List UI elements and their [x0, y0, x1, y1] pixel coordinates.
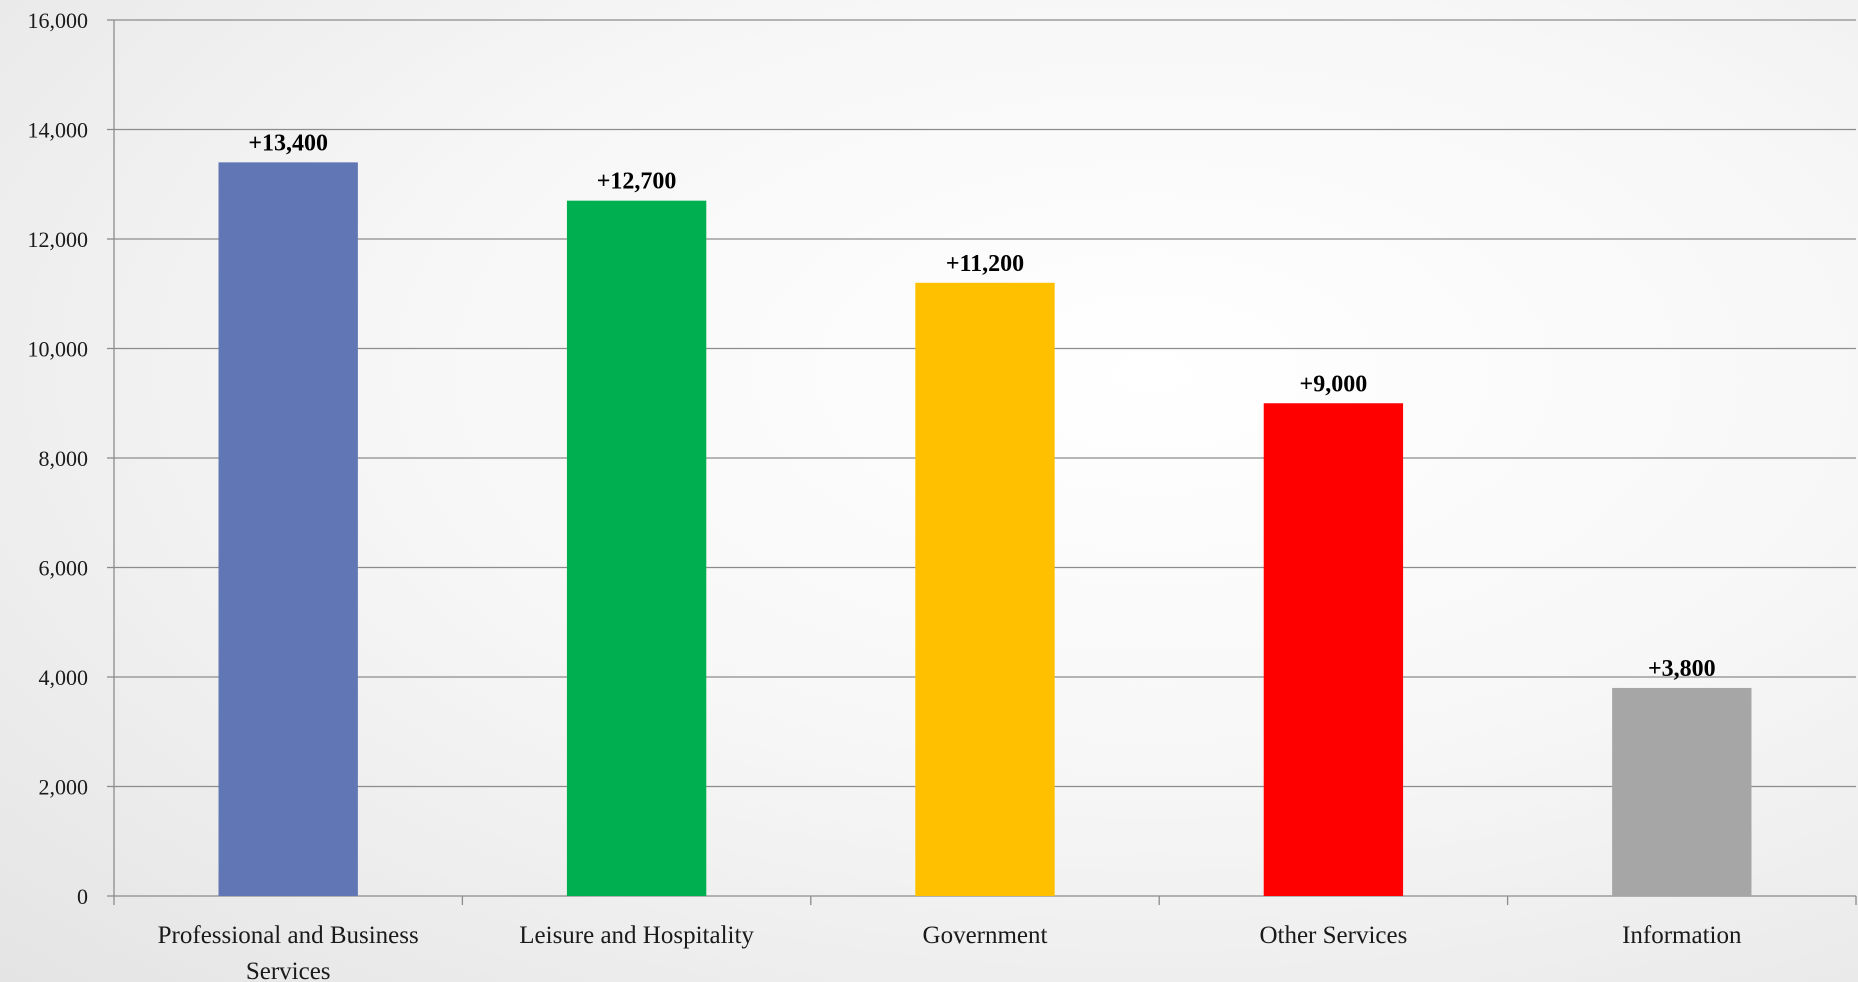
y-tick-label: 0: [77, 884, 88, 909]
data-label: +3,800: [1648, 656, 1716, 682]
category-label: Other Services: [1259, 922, 1407, 949]
data-label: +12,700: [597, 169, 677, 195]
labels: 0 2,000 4,000 6,000 8,000 10,000 12,000 14,000 1…: [28, 8, 1742, 982]
bar: [915, 282, 1055, 896]
data-label: +11,200: [946, 251, 1024, 277]
bars: [218, 162, 1752, 897]
bar: [1612, 687, 1752, 896]
bar: [218, 162, 358, 897]
y-tick-label: 4,000: [39, 665, 89, 690]
y-tick-label: 16,000: [28, 8, 89, 33]
bar: [1263, 403, 1404, 896]
y-tick-label: 10,000: [28, 337, 89, 362]
category-label: Services: [246, 958, 331, 982]
data-label: +13,400: [248, 130, 328, 156]
category-label: Leisure and Hospitality: [519, 922, 754, 949]
y-tick-label: 2,000: [39, 775, 89, 800]
category-label: Professional and Business: [158, 922, 419, 949]
y-tick-label: 12,000: [28, 227, 89, 252]
data-label: +9,000: [1300, 371, 1368, 397]
category-label: Information: [1622, 922, 1742, 949]
y-tick-label: 6,000: [39, 556, 89, 581]
y-tick-label: 14,000: [28, 118, 89, 143]
category-label: Government: [923, 922, 1048, 949]
y-tick-label: 8,000: [39, 446, 89, 471]
bar: [566, 200, 707, 897]
